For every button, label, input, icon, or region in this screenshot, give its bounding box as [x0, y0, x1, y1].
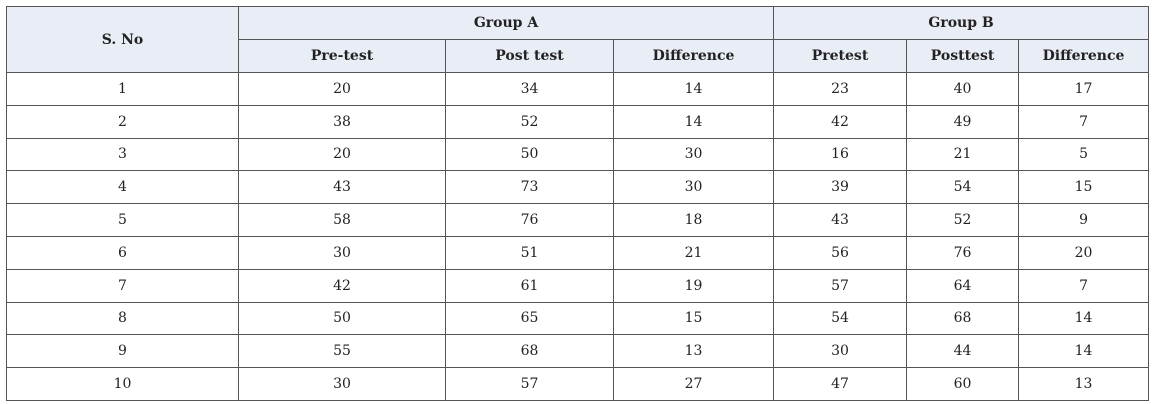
table-cell: 13	[1018, 367, 1150, 401]
table-cell: 14	[612, 104, 775, 139]
table-cell: 5	[6, 203, 239, 237]
table-cell: 38	[238, 104, 446, 139]
column-header: Difference	[1018, 39, 1150, 73]
table-cell: 52	[445, 104, 614, 139]
table-cell: 39	[773, 170, 908, 205]
table-cell: 30	[238, 367, 446, 401]
table-cell: 14	[1018, 334, 1150, 369]
table-cell: 30	[238, 235, 446, 270]
table-cell: 3	[6, 137, 239, 172]
table-cell: 44	[906, 334, 1020, 369]
table-cell: 15	[1018, 170, 1150, 205]
table-cell: 76	[906, 235, 1020, 270]
table-cell: 27	[612, 367, 775, 401]
table-cell: 43	[238, 170, 446, 205]
table-cell: 16	[773, 137, 908, 172]
table-cell: 61	[445, 268, 614, 303]
table-cell: 30	[612, 170, 775, 205]
table-cell: 10	[6, 367, 239, 401]
table-cell: 34	[445, 72, 614, 106]
table-cell: 7	[1018, 268, 1150, 303]
table-row: 5 58 76 18 43 52 9	[6, 203, 1150, 237]
table-row: 3 20 50 30 16 21 5	[6, 137, 1150, 172]
table-cell: 6	[6, 235, 239, 270]
table-cell: 58	[238, 203, 446, 237]
table-cell: 21	[612, 235, 775, 270]
table-cell: 68	[906, 301, 1020, 336]
table-cell: 30	[773, 334, 908, 369]
column-header: Pretest	[773, 39, 908, 73]
table-row: 6 30 51 21 56 76 20	[6, 235, 1150, 270]
table-cell: 65	[445, 301, 614, 336]
table-cell: 60	[906, 367, 1020, 401]
column-header: Post test	[445, 39, 614, 73]
table-cell: 19	[612, 268, 775, 303]
table-cell: 51	[445, 235, 614, 270]
table-cell: 15	[612, 301, 775, 336]
table-cell: 47	[773, 367, 908, 401]
table-cell: 17	[1018, 72, 1150, 106]
table-cell: 7	[1018, 104, 1150, 139]
table-cell: 42	[773, 104, 908, 139]
table-cell: 57	[445, 367, 614, 401]
data-table: S. No Group A Group B Pre-test Post test Diff…	[6, 6, 1150, 401]
table-row: 4 43 73 30 39 54 15	[6, 170, 1150, 205]
table-cell: 4	[6, 170, 239, 205]
table-cell: 55	[238, 334, 446, 369]
table-cell: 14	[612, 72, 775, 106]
table-cell: 9	[1018, 203, 1150, 237]
table-cell: 8	[6, 301, 239, 336]
column-header: Posttest	[906, 39, 1020, 73]
table-cell: 40	[906, 72, 1020, 106]
column-header: Pre-test	[238, 39, 446, 73]
table-cell: 9	[6, 334, 239, 369]
table-cell: 42	[238, 268, 446, 303]
table-cell: 7	[6, 268, 239, 303]
table-cell: 20	[238, 72, 446, 106]
table-cell: 68	[445, 334, 614, 369]
table-row: 10 30 57 27 47 60 13	[6, 367, 1150, 401]
table-cell: 56	[773, 235, 908, 270]
table-row: 8 50 65 15 54 68 14	[6, 301, 1150, 336]
table-cell: 43	[773, 203, 908, 237]
table-cell: 54	[906, 170, 1020, 205]
table-cell: 20	[1018, 235, 1150, 270]
table-cell: 1	[6, 72, 239, 106]
header-row: Pre-test Post test Difference Pretest Postte…	[7, 39, 1150, 73]
table-row: 9 55 68 13 30 44 14	[6, 334, 1150, 369]
table-cell: 73	[445, 170, 614, 205]
column-header: Difference	[612, 39, 775, 73]
table-cell: 30	[612, 137, 775, 172]
table-cell: 13	[612, 334, 775, 369]
group-header: Group A	[237, 6, 775, 40]
table-cell: 20	[238, 137, 446, 172]
table-cell: 2	[6, 104, 239, 139]
group-header: Group B	[773, 6, 1150, 40]
table-cell: 18	[612, 203, 775, 237]
table-cell: 64	[906, 268, 1020, 303]
header-row: S. No Group A Group B	[6, 6, 1150, 73]
table-cell: 14	[1018, 301, 1150, 336]
table-cell: 50	[238, 301, 446, 336]
table-cell: 23	[773, 72, 908, 106]
table-row: 7 42 61 19 57 64 7	[6, 268, 1150, 303]
table-cell: 5	[1018, 137, 1150, 172]
table-row: 2 38 52 14 42 49 7	[6, 104, 1150, 139]
table-row: 1 20 34 14 23 40 17	[6, 72, 1150, 106]
table-cell: 52	[906, 203, 1020, 237]
table-cell: 57	[773, 268, 908, 303]
table-cell: 50	[445, 137, 614, 172]
header-cell: S. No	[6, 6, 239, 73]
table-cell: 21	[906, 137, 1020, 172]
table-cell: 49	[906, 104, 1020, 139]
table-cell: 54	[773, 301, 908, 336]
table-cell: 76	[445, 203, 614, 237]
